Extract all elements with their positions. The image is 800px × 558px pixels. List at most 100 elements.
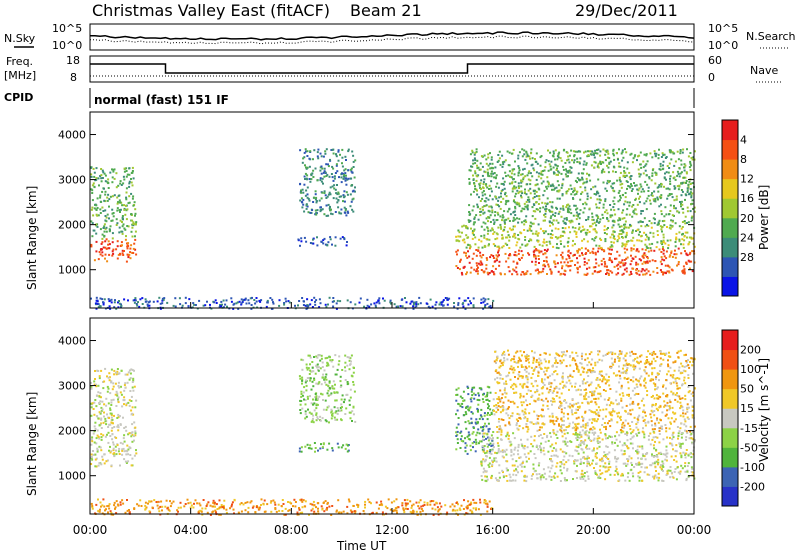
heatmap-cell: [337, 300, 339, 302]
heatmap-cell: [134, 430, 136, 432]
heatmap-cell: [651, 222, 653, 224]
heatmap-cell: [330, 213, 332, 215]
heatmap-cell: [116, 222, 118, 224]
heatmap-cell: [173, 305, 175, 307]
heatmap-cell: [135, 400, 137, 402]
heatmap-cell: [480, 414, 482, 416]
heatmap-cell: [523, 153, 525, 155]
heatmap-cell: [516, 254, 518, 256]
heatmap-cell: [351, 209, 353, 211]
heatmap-cell: [483, 433, 485, 435]
heatmap-cell: [278, 305, 280, 307]
heatmap-cell: [660, 186, 662, 188]
heatmap-cell: [491, 453, 493, 455]
heatmap-cell: [690, 196, 692, 198]
heatmap-cell: [128, 371, 130, 373]
heatmap-cell: [550, 217, 552, 219]
heatmap-cell: [646, 153, 648, 155]
heatmap-cell: [641, 480, 643, 482]
heatmap-cell: [107, 426, 109, 428]
heatmap-cell: [630, 273, 632, 275]
heatmap-cell: [555, 434, 557, 436]
heatmap-cell: [447, 299, 449, 301]
heatmap-cell: [641, 448, 643, 450]
heatmap-cell: [599, 459, 601, 461]
heatmap-cell: [331, 244, 333, 246]
heatmap-cell: [609, 474, 611, 476]
heatmap-cell: [526, 206, 528, 208]
heatmap-cell: [508, 438, 510, 440]
heatmap-cell: [108, 187, 110, 189]
heatmap-cell: [521, 192, 523, 194]
heatmap-cell: [661, 226, 663, 228]
heatmap-cell: [626, 271, 628, 273]
heatmap-cell: [344, 366, 346, 368]
heatmap-cell: [676, 478, 678, 480]
heatmap-cell: [129, 251, 131, 253]
heatmap-cell: [661, 231, 663, 233]
heatmap-cell: [528, 458, 530, 460]
heatmap-cell: [347, 451, 349, 453]
heatmap-cell: [111, 301, 113, 303]
heatmap-cell: [110, 402, 112, 404]
heatmap-cell: [341, 369, 343, 371]
heatmap-cell: [524, 383, 526, 385]
heatmap-cell: [463, 414, 465, 416]
heatmap-cell: [329, 176, 331, 178]
heatmap-cell: [568, 226, 570, 228]
heatmap-cell: [552, 185, 554, 187]
heatmap-cell: [488, 188, 490, 190]
heatmap-cell: [619, 166, 621, 168]
heatmap-cell: [466, 445, 468, 447]
heatmap-cell: [681, 432, 683, 434]
heatmap-cell: [513, 185, 515, 187]
heatmap-cell: [613, 159, 615, 161]
heatmap-cell: [115, 372, 117, 374]
heatmap-cell: [312, 176, 314, 178]
heatmap-cell: [324, 190, 326, 192]
heatmap-cell: [128, 195, 130, 197]
heatmap-cell: [620, 400, 622, 402]
heatmap-cell: [670, 252, 672, 254]
heatmap-cell: [636, 184, 638, 186]
heatmap-cell: [666, 446, 668, 448]
heatmap-cell: [675, 222, 677, 224]
heatmap-cell: [614, 457, 616, 459]
heatmap-cell: [623, 357, 625, 359]
heatmap-cell: [120, 386, 122, 388]
heatmap-cell: [534, 218, 536, 220]
heatmap-cell: [90, 220, 92, 222]
heatmap-cell: [610, 241, 612, 243]
heatmap-cell: [562, 166, 564, 168]
heatmap-cell: [456, 389, 458, 391]
heatmap-cell: [543, 450, 545, 452]
heatmap-cell: [670, 224, 672, 226]
heatmap-cell: [567, 432, 569, 434]
heatmap-cell: [573, 254, 575, 256]
heatmap-cell: [500, 438, 502, 440]
heatmap-cell: [595, 224, 597, 226]
heatmap-cell: [521, 466, 523, 468]
heatmap-cell: [353, 372, 355, 374]
heatmap-cell: [104, 258, 106, 260]
heatmap-cell: [636, 435, 638, 437]
heatmap-cell: [651, 453, 653, 455]
heatmap-cell: [305, 381, 307, 383]
heatmap-cell: [330, 193, 332, 195]
heatmap-cell: [111, 465, 113, 467]
heatmap-cell: [553, 189, 555, 191]
heatmap-cell: [657, 463, 659, 465]
heatmap-cell: [685, 182, 687, 184]
heatmap-cell: [491, 211, 493, 213]
heatmap-cell: [329, 236, 331, 238]
heatmap-cell: [101, 238, 103, 240]
heatmap-cell: [685, 436, 687, 438]
heatmap-cell: [345, 168, 347, 170]
heatmap-cell: [303, 399, 305, 401]
heatmap-cell: [406, 301, 408, 303]
heatmap-cell: [91, 207, 93, 209]
heatmap-cell: [305, 403, 307, 405]
heatmap-cell: [343, 196, 345, 198]
heatmap-cell: [192, 302, 194, 304]
heatmap-cell: [465, 421, 467, 423]
